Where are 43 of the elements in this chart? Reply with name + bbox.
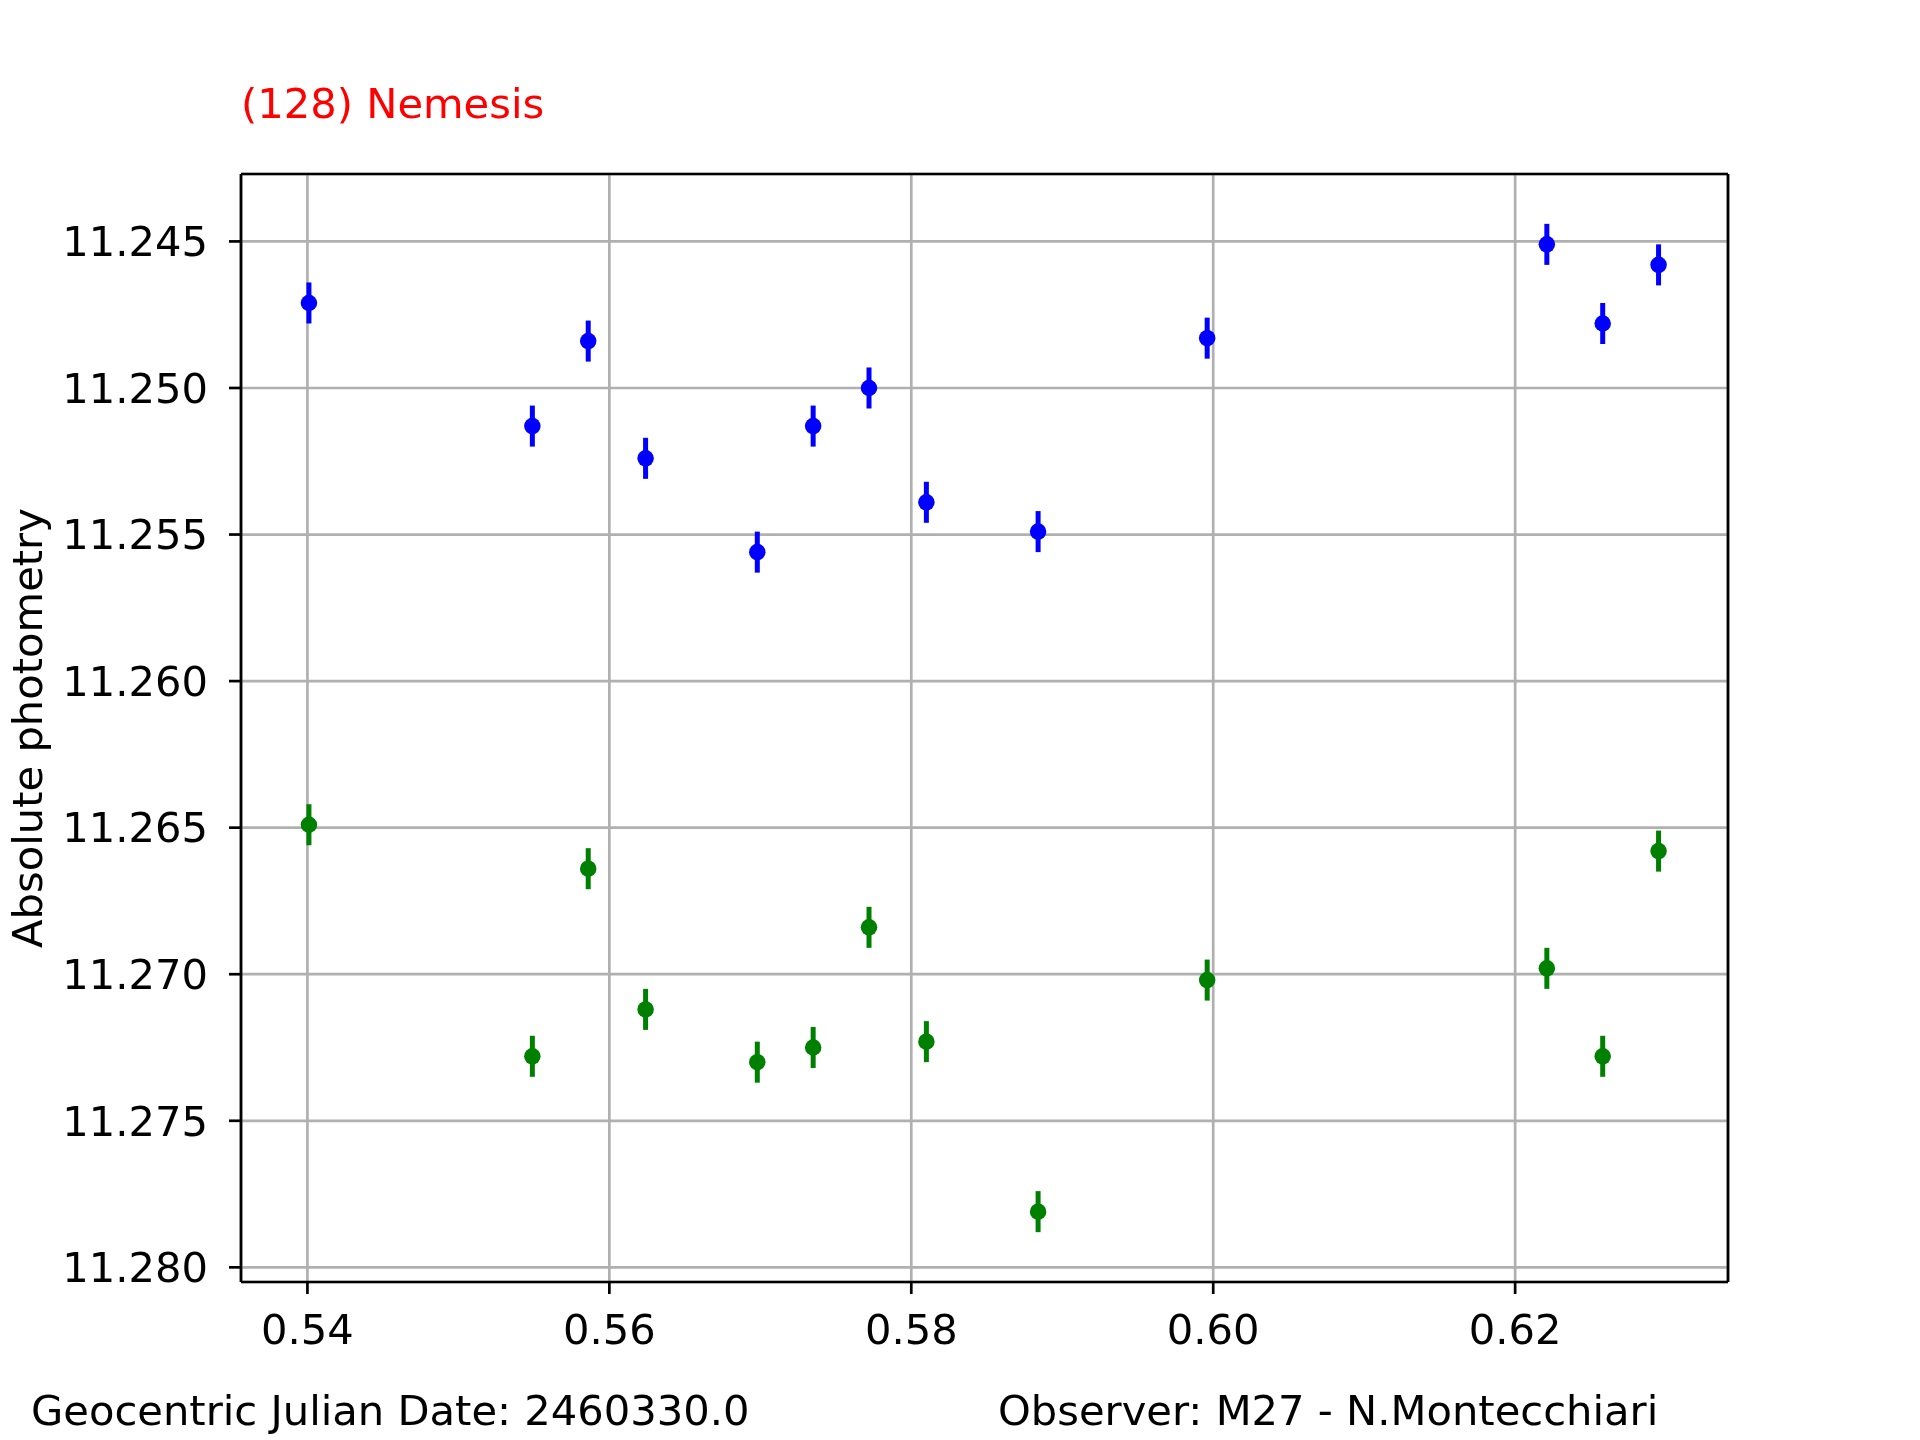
y-tick-label: 11.250: [62, 363, 208, 413]
point: [1594, 315, 1611, 332]
point: [637, 450, 654, 467]
point: [804, 417, 822, 435]
y-tick-label: 11.245: [62, 217, 208, 267]
point: [1198, 329, 1216, 347]
point: [918, 494, 935, 511]
y-axis-title: Absolute photometry: [2, 508, 52, 948]
chart-title: (128) Nemesis: [241, 79, 545, 128]
point: [300, 294, 318, 312]
y-tick-label: 11.280: [62, 1243, 208, 1293]
point: [1650, 256, 1667, 274]
x-tick-label: 0.58: [864, 1304, 958, 1354]
point: [1650, 842, 1667, 860]
y-tick-label: 11.265: [62, 803, 208, 853]
x-tick-label: 0.60: [1166, 1304, 1260, 1354]
point: [860, 919, 878, 936]
point: [1594, 1048, 1611, 1065]
x-tick-label: 0.56: [562, 1304, 656, 1354]
point: [637, 1001, 654, 1018]
y-tick-label: 11.270: [62, 950, 208, 1000]
y-tick-label: 11.275: [62, 1096, 208, 1146]
point: [579, 860, 597, 877]
text: Geocentric Julian Date: 2460330.0: [31, 1386, 750, 1435]
point: [860, 379, 878, 397]
point: [579, 332, 597, 350]
text: Observer: M27 - N.Montecchiari: [998, 1386, 1659, 1435]
x-tick-label: 0.54: [261, 1304, 354, 1354]
point: [749, 1053, 766, 1071]
y-tick-label: 11.255: [62, 510, 208, 560]
point: [1538, 960, 1556, 977]
point: [749, 543, 766, 561]
point: [524, 1048, 541, 1065]
y-tick-label: 11.260: [62, 656, 208, 706]
point: [1029, 523, 1047, 540]
point: [1029, 1203, 1047, 1220]
point: [804, 1039, 822, 1056]
point: [524, 417, 541, 435]
point: [300, 816, 318, 833]
point: [1198, 971, 1216, 989]
point: [918, 1033, 935, 1050]
point: [1538, 236, 1556, 253]
x-tick-label: 0.62: [1468, 1304, 1562, 1354]
